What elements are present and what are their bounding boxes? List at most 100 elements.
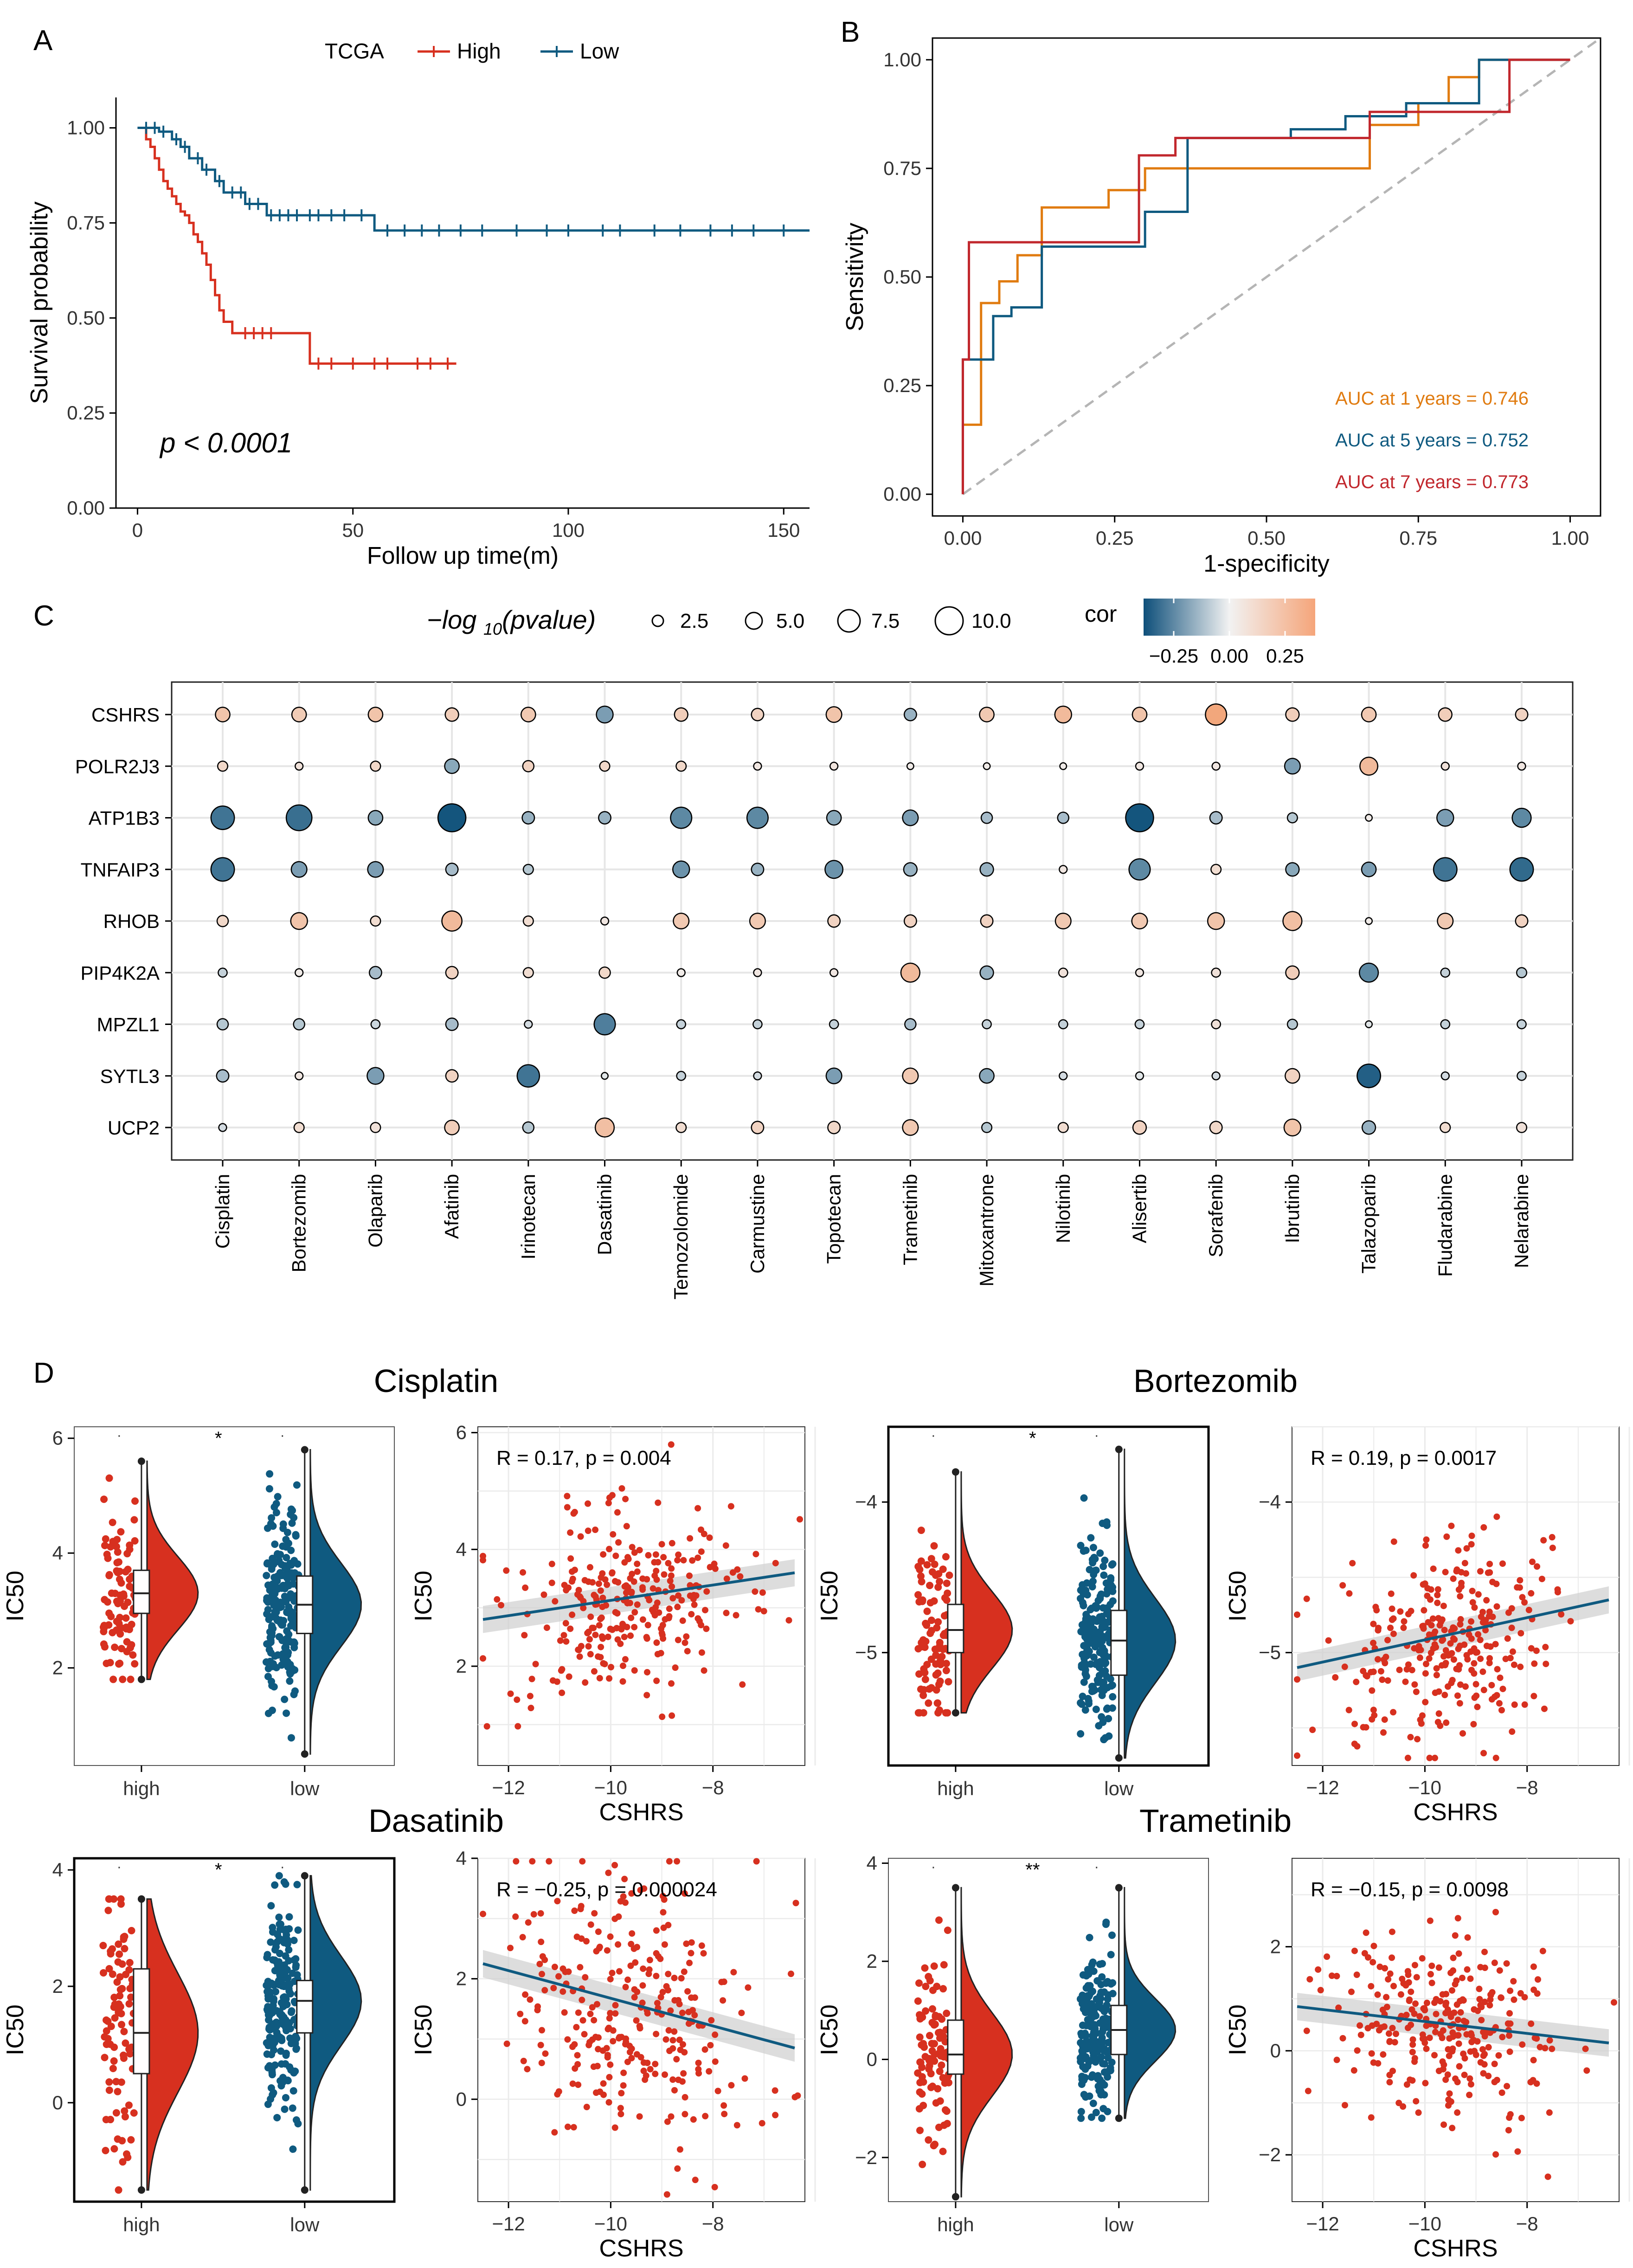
scatter-point (620, 2069, 627, 2076)
scatter-point (606, 1675, 613, 1682)
data-point-low (279, 1656, 287, 1663)
data-point-low (294, 1560, 302, 1568)
data-point-low (281, 1644, 289, 1652)
dot-tnfaip3-afatinib (445, 863, 459, 876)
box-high (133, 1968, 150, 2075)
scatter-point (1538, 1575, 1545, 1582)
column-label-sorafenib: Sorafenib (1205, 1174, 1227, 1257)
data-point-low (283, 1936, 291, 1944)
scatter-point (560, 1632, 567, 1639)
scatter-point (1431, 1754, 1438, 1761)
scatter-point (627, 1962, 634, 1969)
data-point-low (1087, 2113, 1095, 2121)
data-point-high (926, 1599, 934, 1607)
scatter-point (1351, 1947, 1358, 1954)
data-point-low (1099, 2028, 1106, 2036)
data-point-high (109, 1519, 116, 1527)
scatter-point (1363, 1929, 1369, 1936)
regression-line (1297, 1598, 1609, 1669)
scatter-point (618, 2090, 625, 2097)
scatter-point (538, 1939, 545, 1946)
scatter-point (646, 1966, 653, 1973)
scatter-point (634, 1560, 641, 1567)
scatter-point (599, 1594, 606, 1601)
scatter-point (596, 1675, 603, 1682)
scatter-point (1492, 1909, 1499, 1916)
column-label-fludarabine: Fludarabine (1434, 1174, 1456, 1277)
scatter-point (1328, 1972, 1335, 1979)
outlier-point (137, 1457, 145, 1465)
scatter-point (1426, 1655, 1433, 1662)
scatter-point (1499, 1560, 1506, 1567)
significance-label: ** (1025, 1860, 1040, 1880)
data-point-high (121, 2107, 129, 2115)
data-point-high (939, 1631, 947, 1639)
scatter-point (1486, 1655, 1493, 1662)
scatter-point (1409, 2036, 1416, 2043)
scatter-point (1506, 2032, 1513, 2039)
scatter-point (1454, 2017, 1461, 2023)
data-point-low (290, 1936, 298, 1944)
scatter-point (1521, 1599, 1528, 1606)
scatter-point (1518, 2114, 1525, 2121)
scatter-point (600, 2080, 607, 2087)
scatter-point (1335, 2004, 1342, 2011)
y-axis-title: IC50 (1224, 2004, 1251, 2055)
data-point-low (263, 1981, 270, 1989)
column-label-nilotinib: Nilotinib (1052, 1174, 1074, 1243)
data-point-high (102, 1535, 109, 1543)
scatter-point (1349, 1559, 1356, 1566)
reference-diagonal (962, 37, 1601, 496)
scatter-point (630, 1945, 637, 1952)
scatter-point (1506, 2048, 1513, 2055)
scatter-point (1376, 1963, 1383, 1970)
data-point-low (263, 2039, 270, 2047)
data-point-high (914, 1709, 922, 1717)
scatter-point (593, 2089, 600, 2096)
scatter-point (651, 1572, 658, 1579)
scatter-point (624, 2058, 631, 2065)
scatter-point (612, 2002, 619, 2009)
dot-polr2j3-nilotinib (1059, 762, 1067, 770)
scatter-point (698, 1526, 705, 1533)
scatter-point (1475, 1631, 1482, 1638)
data-point-low (1104, 2073, 1112, 2081)
data-point-low (279, 1581, 287, 1589)
scatter-point (1370, 1639, 1377, 1646)
data-point-high (122, 1614, 130, 1622)
scatter-point (480, 1910, 487, 1917)
dot-sytl3-sorafenib (1211, 1071, 1221, 1081)
scatter-point (616, 1968, 623, 1975)
scatter-point (643, 1576, 650, 1583)
data-point-low (288, 1569, 296, 1577)
size-legend-label: 10.0 (971, 610, 1011, 632)
scatter-point (1481, 2061, 1488, 2068)
y-tick-label: 0 (867, 2048, 877, 2070)
scatter-point (1461, 2071, 1468, 2078)
size-legend-key (934, 606, 964, 636)
scatter-point (1509, 1728, 1516, 1735)
scatter-point (546, 1858, 553, 1865)
dot-rhob-nelarabine (1515, 914, 1529, 928)
data-point-low (1101, 1660, 1109, 1668)
scatter-point (598, 1643, 604, 1650)
dot-sytl3-nilotinib (1059, 1071, 1068, 1081)
drug-title-cisplatin: Cisplatin (374, 1363, 498, 1399)
scatter-point (1457, 1621, 1464, 1628)
scatter-point (1454, 1692, 1461, 1699)
scatter-point (707, 2042, 714, 2049)
scatter-point (1432, 1689, 1439, 1696)
dot-cshrs-fludarabine (1438, 707, 1453, 722)
scatter-point (660, 1909, 667, 1916)
row-label-cshrs: CSHRS (91, 704, 160, 726)
dot-ucp2-nelarabine (1516, 1121, 1528, 1134)
scatter-point (1416, 2013, 1423, 2020)
data-point-low (1103, 2049, 1111, 2056)
scatter-point (663, 2191, 670, 2198)
scatter-point (1517, 1663, 1524, 1670)
scatter-point (660, 1924, 667, 1931)
scatter-point (662, 2036, 669, 2043)
row-label-pip4k2a: PIP4K2A (81, 962, 160, 984)
